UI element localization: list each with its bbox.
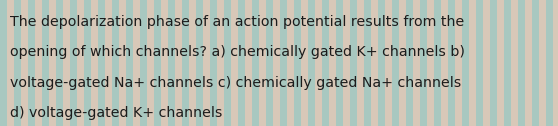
Bar xyxy=(28,0,35,126)
Bar xyxy=(483,0,490,126)
Text: opening of which channels? a) chemically gated K+ channels b): opening of which channels? a) chemically… xyxy=(10,45,465,59)
Bar xyxy=(511,0,518,126)
Bar xyxy=(49,0,56,126)
Bar xyxy=(133,0,140,126)
Bar xyxy=(203,0,210,126)
Bar xyxy=(35,0,42,126)
Bar xyxy=(182,0,189,126)
Bar xyxy=(469,0,476,126)
Bar xyxy=(462,0,469,126)
Bar xyxy=(553,0,558,126)
Bar xyxy=(238,0,245,126)
Bar xyxy=(14,0,21,126)
Bar xyxy=(210,0,217,126)
Bar xyxy=(539,0,546,126)
Text: d) voltage-gated K+ channels: d) voltage-gated K+ channels xyxy=(10,106,223,120)
Bar xyxy=(343,0,350,126)
Bar xyxy=(7,0,14,126)
Bar xyxy=(399,0,406,126)
Bar xyxy=(91,0,98,126)
Bar xyxy=(21,0,28,126)
Bar xyxy=(385,0,392,126)
Bar xyxy=(56,0,63,126)
Bar xyxy=(322,0,329,126)
Bar xyxy=(63,0,70,126)
Bar xyxy=(77,0,84,126)
Bar xyxy=(280,0,287,126)
Bar xyxy=(196,0,203,126)
Bar xyxy=(448,0,455,126)
Bar xyxy=(252,0,259,126)
Bar xyxy=(441,0,448,126)
Bar xyxy=(301,0,308,126)
Bar xyxy=(70,0,77,126)
Text: voltage-gated Na+ channels c) chemically gated Na+ channels: voltage-gated Na+ channels c) chemically… xyxy=(10,76,461,90)
Bar xyxy=(518,0,525,126)
Bar xyxy=(497,0,504,126)
Bar xyxy=(294,0,301,126)
Bar xyxy=(245,0,252,126)
Bar xyxy=(217,0,224,126)
Bar xyxy=(154,0,161,126)
Bar xyxy=(476,0,483,126)
Bar xyxy=(546,0,553,126)
Bar xyxy=(357,0,364,126)
Bar xyxy=(266,0,273,126)
Bar xyxy=(259,0,266,126)
Bar xyxy=(42,0,49,126)
Bar xyxy=(287,0,294,126)
Bar xyxy=(504,0,511,126)
Bar xyxy=(119,0,126,126)
Bar xyxy=(98,0,105,126)
Bar xyxy=(420,0,427,126)
Bar xyxy=(413,0,420,126)
Bar xyxy=(392,0,399,126)
Bar xyxy=(315,0,322,126)
Bar xyxy=(161,0,168,126)
Bar xyxy=(126,0,133,126)
Bar xyxy=(140,0,147,126)
Bar xyxy=(0,0,7,126)
Bar xyxy=(308,0,315,126)
Bar xyxy=(532,0,539,126)
Bar xyxy=(525,0,532,126)
Bar xyxy=(273,0,280,126)
Bar xyxy=(189,0,196,126)
Bar xyxy=(371,0,378,126)
Bar xyxy=(406,0,413,126)
Text: The depolarization phase of an action potential results from the: The depolarization phase of an action po… xyxy=(10,15,464,29)
Bar xyxy=(329,0,336,126)
Bar xyxy=(175,0,182,126)
Bar xyxy=(112,0,119,126)
Bar xyxy=(147,0,154,126)
Bar xyxy=(490,0,497,126)
Bar xyxy=(336,0,343,126)
Bar xyxy=(105,0,112,126)
Bar xyxy=(224,0,231,126)
Bar xyxy=(84,0,91,126)
Bar xyxy=(350,0,357,126)
Bar xyxy=(427,0,434,126)
Bar xyxy=(364,0,371,126)
Bar xyxy=(455,0,462,126)
Bar xyxy=(168,0,175,126)
Bar xyxy=(231,0,238,126)
Bar xyxy=(434,0,441,126)
Bar xyxy=(378,0,385,126)
